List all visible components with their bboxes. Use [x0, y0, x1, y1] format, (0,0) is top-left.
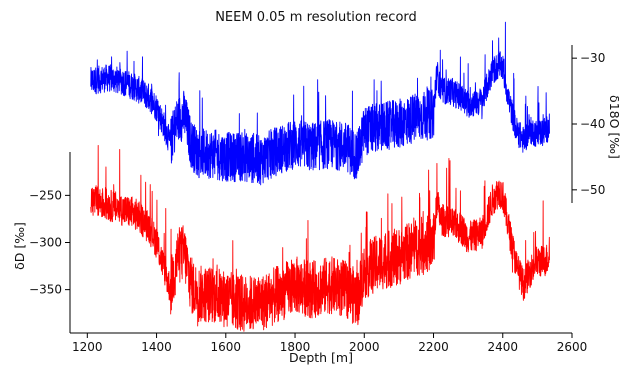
- chart-title: NEEM 0.05 m resolution record: [215, 10, 417, 25]
- left-y-tick-label: −350: [29, 283, 62, 297]
- right-y-tick-label: −50: [580, 183, 605, 197]
- x-tick-label: 1800: [280, 340, 311, 354]
- left-y-tick-label: −250: [29, 188, 62, 202]
- dd-series-line: [90, 144, 550, 332]
- x-axis-label: Depth [m]: [289, 350, 353, 365]
- x-tick-label: 2600: [557, 340, 588, 354]
- right-y-axis-label: δ18O [‰]: [607, 95, 622, 159]
- right-y-tick-label: −40: [580, 117, 605, 131]
- left-y-axis-label: δD [‰]: [12, 222, 27, 270]
- left-y-tick-label: −300: [29, 236, 62, 250]
- d18o-series-line: [90, 21, 550, 186]
- x-tick-label: 2400: [487, 340, 518, 354]
- x-tick-label: 2000: [349, 340, 380, 354]
- x-tick-label: 1200: [72, 340, 103, 354]
- x-tick-label: 2200: [418, 340, 449, 354]
- plot-area: 1200 1400 1600 1800 2000 2200 2400 2600 −250 −300…: [29, 21, 605, 354]
- right-y-tick-label: −30: [580, 51, 605, 65]
- x-tick-label: 1400: [141, 340, 172, 354]
- x-tick-label: 1600: [211, 340, 242, 354]
